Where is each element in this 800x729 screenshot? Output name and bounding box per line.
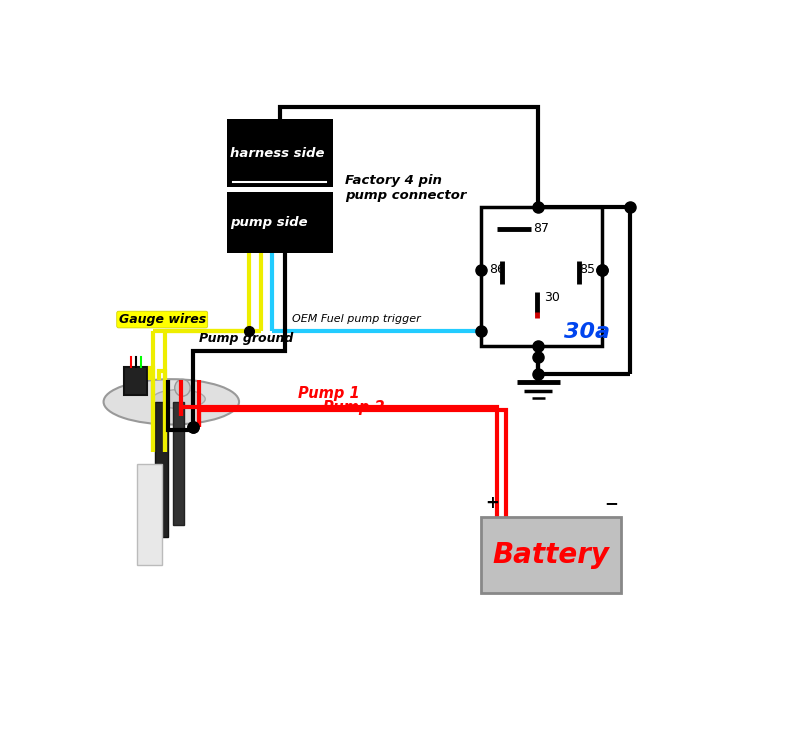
Text: Pump 1: Pump 1 xyxy=(298,386,360,401)
Text: OEM Fuel pump trigger: OEM Fuel pump trigger xyxy=(292,313,421,324)
Text: 87: 87 xyxy=(533,222,549,235)
Bar xyxy=(138,464,162,564)
Text: Pump 2: Pump 2 xyxy=(323,400,385,415)
Ellipse shape xyxy=(152,390,206,408)
Text: Pump ground: Pump ground xyxy=(199,332,294,345)
Bar xyxy=(123,367,147,395)
Bar xyxy=(482,207,602,346)
Bar xyxy=(227,192,333,253)
Text: 30: 30 xyxy=(545,292,561,305)
Text: 86: 86 xyxy=(489,263,505,276)
Ellipse shape xyxy=(103,379,239,424)
Bar xyxy=(227,120,333,187)
Bar xyxy=(482,517,621,593)
Bar xyxy=(154,402,168,537)
Text: +: + xyxy=(486,494,499,512)
Text: −: − xyxy=(605,494,618,512)
Bar xyxy=(173,402,184,526)
Ellipse shape xyxy=(174,379,190,397)
Text: Gauge wires: Gauge wires xyxy=(118,313,206,326)
Text: Factory 4 pin
pump connector: Factory 4 pin pump connector xyxy=(345,174,466,202)
Text: Battery: Battery xyxy=(493,541,610,569)
Text: pump side: pump side xyxy=(230,217,308,229)
Text: 30a: 30a xyxy=(564,321,610,342)
Text: harness side: harness side xyxy=(230,147,325,160)
Text: 85: 85 xyxy=(578,263,594,276)
